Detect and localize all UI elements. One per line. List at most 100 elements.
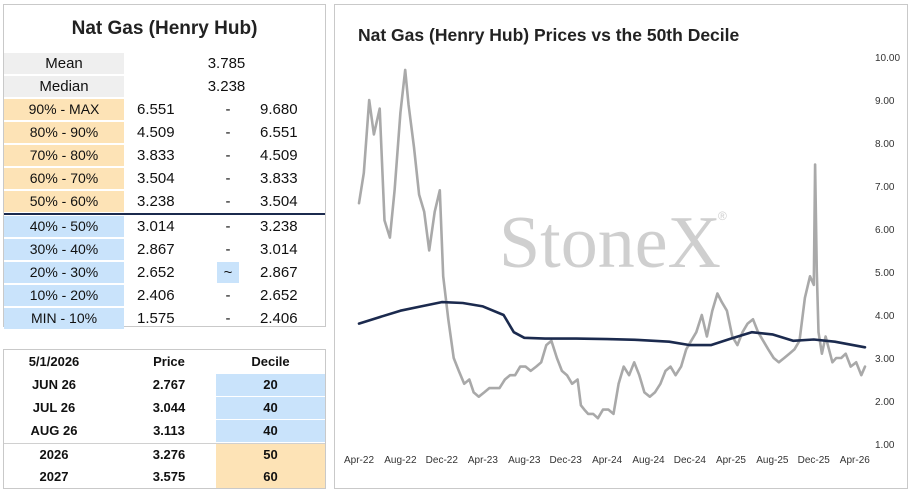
- contract-decile: 40: [216, 420, 325, 442]
- decile-low: 2.867: [137, 241, 175, 258]
- price-line: [357, 68, 867, 420]
- decile-high: 2.652: [260, 287, 298, 304]
- decile-separator: -: [225, 101, 231, 118]
- contract-price: 3.113: [153, 423, 185, 438]
- decile-label: 40% - 50%: [4, 216, 124, 237]
- x-tick-label: Dec-25: [798, 455, 831, 466]
- x-tick-label: Apr-24: [592, 455, 622, 466]
- decile-low: 1.575: [137, 310, 175, 327]
- decile-low: 4.509: [137, 124, 175, 141]
- y-tick-label: 8.00: [875, 139, 895, 150]
- decile-label: 90% - MAX: [4, 99, 124, 120]
- decile-row: 10% - 20% 2.406 - 2.652: [4, 285, 325, 306]
- y-tick-label: 2.00: [875, 397, 895, 408]
- x-tick-label: Aug-24: [632, 455, 665, 466]
- decile-high: 4.509: [260, 147, 298, 164]
- contract-label: 2027: [39, 469, 69, 484]
- decile-label: 80% - 90%: [4, 122, 124, 143]
- contract-decile: 50: [216, 444, 325, 466]
- contract-price: 2.767: [152, 377, 186, 392]
- x-tick-label: Dec-23: [550, 455, 583, 466]
- decile-table-title: Nat Gas (Henry Hub): [71, 18, 258, 39]
- decile-separator: -: [225, 287, 231, 304]
- contract-label: JUN 26: [31, 377, 77, 392]
- x-tick-label: Apr-26: [840, 455, 870, 466]
- contract-price: 3.044: [152, 400, 186, 415]
- contract-decile: 40: [216, 397, 325, 419]
- decile-separator: -: [225, 124, 231, 141]
- decile-low: 3.238: [137, 193, 175, 210]
- decile-50-line: [357, 300, 867, 349]
- chart-plot: StoneX® 10.00 9.00 8.00 7.00 6.00 5.00 4.00 3.00…: [344, 53, 900, 466]
- decile-label: MIN - 10%: [4, 308, 124, 329]
- median-divider: [4, 213, 325, 215]
- contract-decile-table: 5/1/2026 Price Decile JUN 26 2.767 20 JU…: [3, 349, 326, 489]
- decile-separator: -: [225, 310, 231, 327]
- decile-separator: -: [225, 218, 231, 235]
- decile-high: 6.551: [260, 124, 298, 141]
- price-chart: Nat Gas (Henry Hub) Prices vs the 50th D…: [334, 4, 908, 489]
- date-header: 5/1/2026: [28, 354, 80, 369]
- x-tick-label: Apr-22: [344, 455, 374, 466]
- contract-price: 3.276: [152, 447, 186, 462]
- decile-high: 9.680: [260, 101, 298, 118]
- decile-separator: -: [225, 170, 231, 187]
- contract-label: JUL 26: [32, 400, 76, 415]
- decile-header: Decile: [251, 354, 290, 369]
- decile-row: 60% - 70% 3.504 - 3.833: [4, 168, 325, 189]
- median-value: 3.238: [128, 76, 325, 97]
- decile-low: 6.551: [137, 101, 175, 118]
- stonex-watermark-logo: StoneX: [499, 202, 721, 284]
- median-row: Median 3.238: [4, 76, 325, 97]
- x-tick-label: Dec-24: [674, 455, 707, 466]
- mean-row: Mean 3.785: [4, 53, 325, 74]
- decile-high: 3.238: [260, 218, 298, 235]
- y-tick-label: 9.00: [875, 96, 895, 107]
- decile-label: 70% - 80%: [4, 145, 124, 166]
- decile-high: 3.833: [260, 170, 298, 187]
- decile-label: 20% - 30%: [4, 262, 124, 283]
- decile-high: 2.867: [260, 264, 298, 281]
- decile-row: 40% - 50% 3.014 - 3.238: [4, 216, 325, 237]
- row-divider: [4, 443, 325, 444]
- mean-value: 3.785: [128, 53, 325, 74]
- decile-label: 60% - 70%: [4, 168, 124, 189]
- decile-low: 3.833: [137, 147, 175, 164]
- decile-label: 10% - 20%: [4, 285, 124, 306]
- decile-separator: -: [225, 241, 231, 258]
- y-tick-label: 6.00: [875, 225, 895, 236]
- x-tick-label: Aug-25: [756, 455, 789, 466]
- y-tick-label: 3.00: [875, 354, 895, 365]
- current-decile-marker: ~: [217, 262, 239, 283]
- decile-separator: -: [225, 193, 231, 210]
- registered-mark: ®: [718, 209, 727, 223]
- decile-low: 3.014: [137, 218, 175, 235]
- decile-row: 80% - 90% 4.509 - 6.551: [4, 122, 325, 143]
- x-tick-label: Dec-22: [426, 455, 459, 466]
- y-tick-label: 5.00: [875, 268, 895, 279]
- decile-high: 2.406: [260, 310, 298, 327]
- decile-separator: -: [225, 147, 231, 164]
- decile-row: 90% - MAX 6.551 - 9.680: [4, 99, 325, 120]
- median-label: Median: [4, 76, 124, 97]
- mean-label: Mean: [4, 53, 124, 74]
- x-tick-label: Apr-25: [716, 455, 746, 466]
- chart-title: Nat Gas (Henry Hub) Prices vs the 50th D…: [358, 25, 740, 45]
- price-header: Price: [153, 354, 185, 369]
- contract-label: 2026: [39, 447, 69, 462]
- decile-low: 2.406: [137, 287, 175, 304]
- y-tick-label: 7.00: [875, 182, 895, 193]
- decile-row: MIN - 10% 1.575 - 2.406: [4, 308, 325, 329]
- contract-decile: 20: [216, 374, 325, 396]
- x-tick-label: Aug-23: [508, 455, 541, 466]
- decile-row: 50% - 60% 3.238 - 3.504: [4, 191, 325, 212]
- x-tick-label: Apr-23: [468, 455, 498, 466]
- decile-label: 50% - 60%: [4, 191, 124, 212]
- x-tick-label: Aug-22: [384, 455, 417, 466]
- decile-low: 2.652: [137, 264, 175, 281]
- contract-decile: 60: [216, 466, 325, 488]
- y-tick-label: 1.00: [875, 440, 895, 451]
- decile-table: Nat Gas (Henry Hub) Mean 3.785 Median 3.…: [3, 4, 326, 329]
- contract-label: AUG 26: [30, 423, 78, 438]
- decile-label: 30% - 40%: [4, 239, 124, 260]
